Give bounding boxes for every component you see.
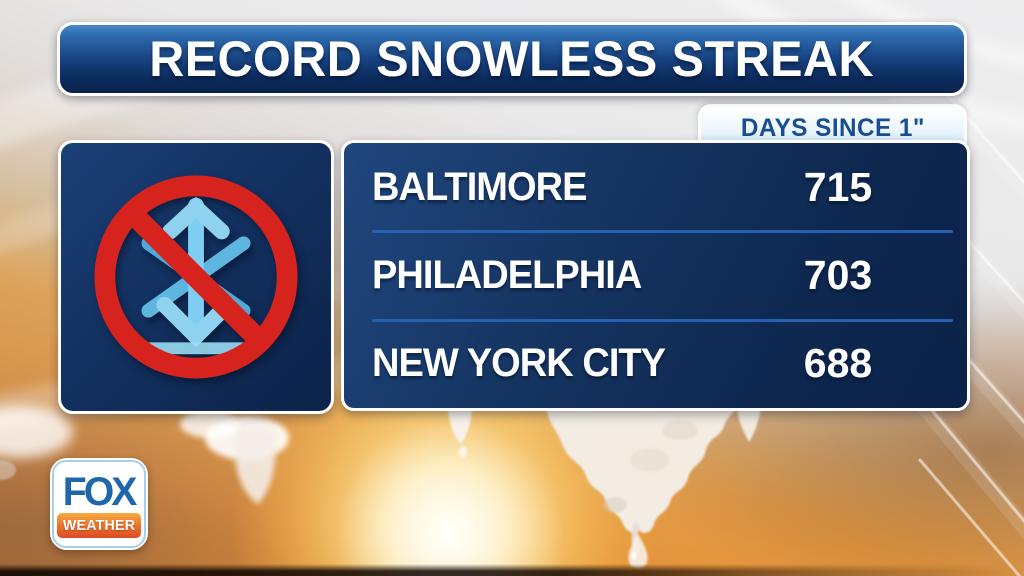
fox-wordmark: FOX: [63, 469, 138, 514]
bottom-vignette: [0, 564, 1024, 576]
no-snow-icon: [94, 175, 298, 379]
table-row: PHILADELPHIA 703: [344, 231, 967, 322]
table-row: NEW YORK CITY 688: [344, 320, 967, 408]
small-drip: [448, 410, 472, 444]
weather-banner: WEATHER: [57, 512, 141, 538]
row-divider: [372, 318, 953, 322]
weather-wordmark: WEATHER: [62, 516, 136, 534]
table-row: BALTIMORE 715: [344, 143, 967, 234]
headline-banner: RECORD SNOWLESS STREAK: [57, 22, 967, 96]
row-city-label: PHILADELPHIA: [372, 252, 642, 297]
no-snow-panel: [58, 140, 334, 414]
row-days-value: 715: [803, 163, 873, 210]
melting-snow-drips: [0, 406, 761, 568]
headline-title: RECORD SNOWLESS STREAK: [149, 31, 875, 87]
snowless-streak-table: BALTIMORE 715 PHILADELPHIA 703 NEW YORK …: [341, 140, 970, 411]
row-days-value: 703: [803, 251, 873, 298]
small-droplet: [458, 446, 468, 458]
row-city-label: NEW YORK CITY: [372, 341, 666, 386]
row-days-value: 688: [803, 340, 873, 387]
prohibition-slash: [124, 205, 268, 349]
row-divider: [372, 230, 953, 234]
days-since-label: DAYS SINCE 1": [740, 114, 925, 142]
fox-weather-logo: FOX WEATHER: [50, 458, 148, 550]
mist-blob: [0, 406, 73, 458]
row-city-label: BALTIMORE: [372, 164, 587, 209]
prohibition-circle: [94, 175, 298, 379]
